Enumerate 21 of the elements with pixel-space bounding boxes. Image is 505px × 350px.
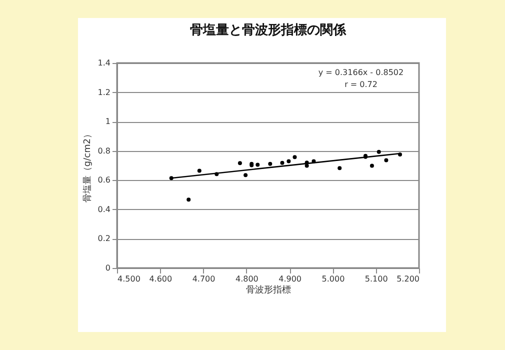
chart-title: 骨塩量と骨波形指標の関係 [190,23,347,38]
x-tick-label: 5.000 [322,274,345,284]
y-tick-label: 0.8 [98,146,110,156]
y-axis-title: 骨塩量（g/cm2） [82,129,93,203]
y-tick-label: 0.6 [98,176,110,185]
x-tick-label: 4.700 [192,274,216,284]
y-tick-label: 1.2 [98,88,110,97]
y-tick-label: 0.2 [98,234,110,244]
x-tick-label: 4.500 [118,274,140,284]
x-axis-title: 骨波形指標 [246,284,291,296]
x-tick-label: 4.900 [278,274,302,284]
y-tick-label: 0.4 [98,204,110,214]
annotation: r = 0.72 [344,80,378,89]
annotation: y = 0.3166x - 0.8502 [318,68,404,77]
y-tick-label: 0 [105,264,110,272]
y-tick-label: 1.4 [98,58,110,68]
x-tick-label: 4.800 [235,274,258,284]
x-tick-label: 4.600 [149,274,172,284]
y-tick-label: 1 [105,117,110,126]
x-tick-label: 5.200 [396,274,420,284]
x-tick-label: 5.100 [364,274,388,284]
